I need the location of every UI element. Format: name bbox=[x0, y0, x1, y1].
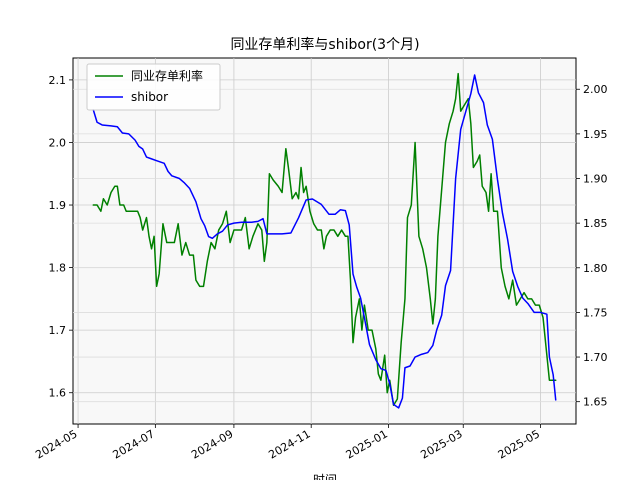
y-tick-label-left: 1.9 bbox=[49, 199, 67, 212]
legend-label-shibor: shibor bbox=[131, 90, 168, 104]
y-tick-label-right: 1.85 bbox=[583, 217, 608, 230]
legend: 同业存单利率 shibor bbox=[86, 63, 221, 111]
series-group bbox=[92, 72, 557, 409]
y-tick-label-left: 2.1 bbox=[49, 74, 67, 87]
y-tick-label-left: 1.6 bbox=[49, 387, 67, 400]
y-tick-label-right: 1.80 bbox=[583, 262, 608, 275]
y-tick-label-right: 1.90 bbox=[583, 173, 608, 186]
y-axis-left: 1.6 1.7 1.8 1.9 2.0 2.1 bbox=[49, 74, 73, 400]
legend-label-cd-rate: 同业存单利率 bbox=[131, 68, 203, 83]
chart-title: 同业存单利率与shibor(3个月) bbox=[230, 36, 419, 53]
y-tick-label-right: 1.95 bbox=[583, 128, 608, 141]
plot-area bbox=[72, 57, 577, 425]
y-tick-label-left: 1.7 bbox=[49, 324, 67, 337]
x-axis-label: 时间 bbox=[313, 473, 337, 480]
y-axis-right: 1.65 1.70 1.75 1.80 1.85 1.90 1.95 2.00 bbox=[576, 83, 608, 409]
series-line-cd-rate bbox=[92, 72, 557, 406]
y-tick-label-right: 1.65 bbox=[583, 396, 608, 409]
y-tick-label-left: 2.0 bbox=[49, 136, 67, 149]
y-tick-label-left: 1.8 bbox=[49, 262, 67, 275]
series-line-shibor bbox=[92, 74, 557, 409]
y-tick-label-right: 2.00 bbox=[583, 83, 608, 96]
y-tick-label-right: 1.70 bbox=[583, 351, 608, 364]
y-tick-label-right: 1.75 bbox=[583, 306, 608, 319]
